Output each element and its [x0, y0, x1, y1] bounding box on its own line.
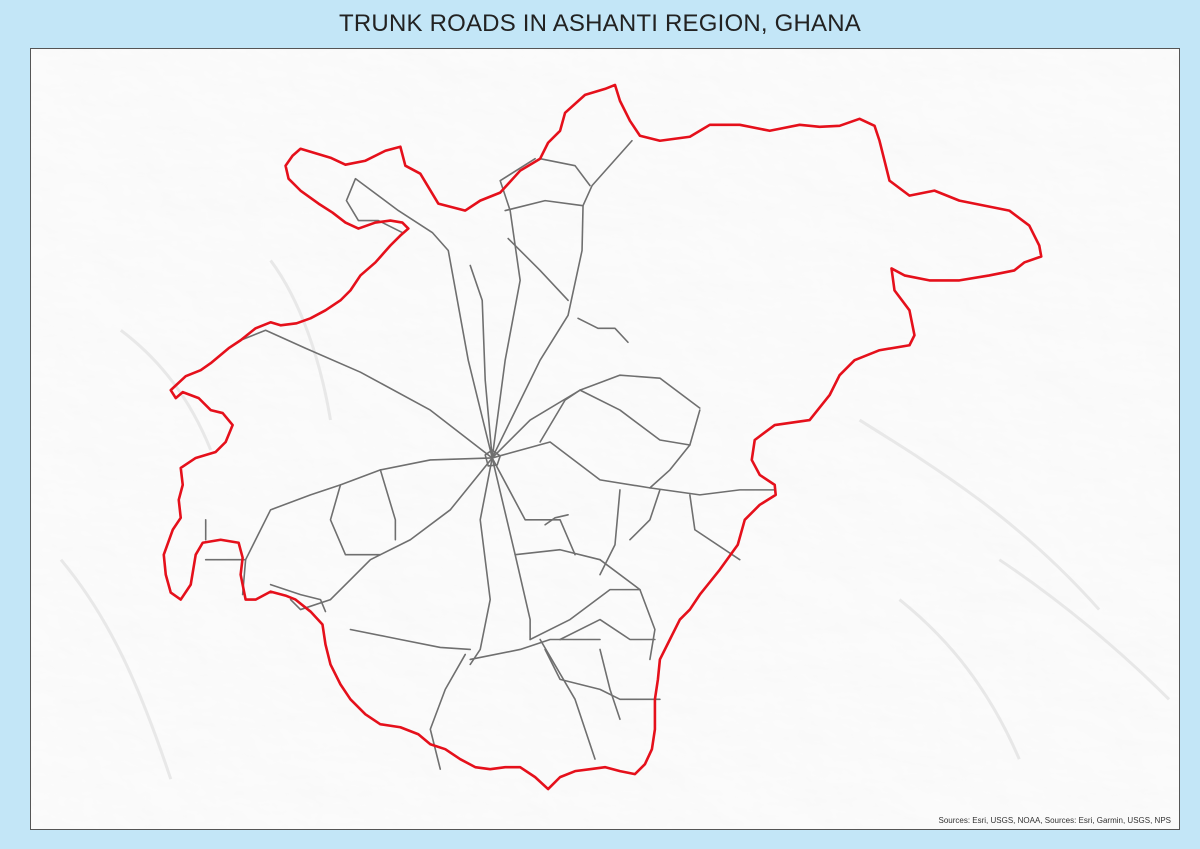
trunk-roads — [204, 139, 776, 770]
road-southeast-4 — [514, 548, 601, 561]
road-north-1 — [469, 264, 493, 459]
road-southwest-6 — [289, 598, 332, 611]
hillshade-relief — [31, 49, 1179, 829]
road-east-5 — [599, 489, 621, 576]
road-southwest-3 — [379, 469, 397, 541]
road-north-3 — [491, 139, 633, 459]
road-southwest-4 — [329, 484, 382, 556]
road-southwest-5 — [269, 583, 327, 613]
road-south-west-7 — [349, 628, 472, 651]
road-east-6 — [689, 494, 741, 561]
road-southeast-5 — [529, 588, 641, 641]
road-southeast-6 — [599, 558, 656, 661]
road-east-7 — [629, 489, 661, 541]
road-southeast-1 — [491, 457, 576, 556]
map-title: TRUNK ROADS IN ASHANTI REGION, GHANA — [339, 10, 861, 37]
road-southwest-2 — [329, 457, 493, 601]
road-east-4 — [649, 409, 701, 489]
road-northwest-2 — [239, 329, 493, 459]
road-south-6 — [599, 648, 621, 721]
road-southeast-2 — [491, 457, 531, 641]
map-canvas — [31, 49, 1179, 829]
road-center-knot — [484, 449, 501, 467]
road-north-7 — [577, 317, 629, 344]
road-south-4 — [429, 653, 467, 770]
road-southeast-7 — [559, 618, 656, 641]
road-east-3 — [539, 389, 581, 443]
road-south-2 — [469, 638, 601, 661]
road-north-5 — [507, 237, 569, 302]
road-east-1 — [579, 389, 691, 446]
road-south-5 — [544, 648, 661, 701]
road-northeast — [491, 374, 701, 459]
relief-ridges — [59, 259, 1171, 780]
road-southwest-1 — [241, 457, 493, 596]
road-south-1 — [469, 457, 493, 666]
road-southeast-3 — [544, 514, 569, 526]
road-north-4 — [504, 199, 583, 212]
road-north-6 — [539, 157, 591, 187]
map-frame[interactable]: Sources: Esri, USGS, NOAA, Sources: Esri… — [30, 48, 1180, 830]
region-boundary — [162, 83, 1043, 791]
road-south-3 — [539, 638, 596, 760]
road-northwest-1 — [345, 177, 493, 459]
attribution-credits: Sources: Esri, USGS, NOAA, Sources: Esri… — [938, 816, 1171, 825]
